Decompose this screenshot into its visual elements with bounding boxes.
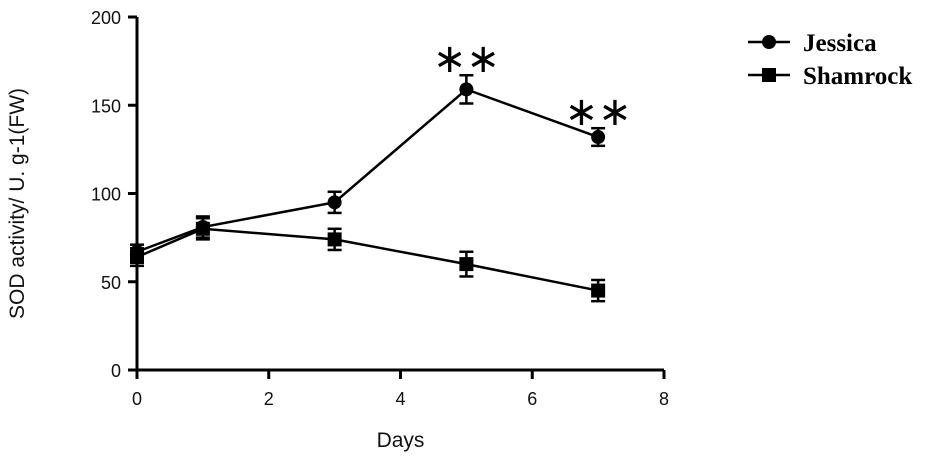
data-point-square [195, 221, 210, 236]
legend-label: Shamrock [803, 63, 912, 90]
axes [135, 17, 664, 372]
legend-label: Jessica [803, 30, 877, 57]
data-point-square [591, 283, 606, 298]
legend: Jessica Shamrock [748, 30, 912, 90]
data-point-square [327, 232, 342, 247]
significance-label: ∗∗ [565, 89, 632, 135]
legend-item-jessica: Jessica [748, 30, 877, 57]
y-tick-label: 100 [91, 185, 121, 205]
x-tick-label: 0 [132, 389, 142, 409]
series-shamrock [130, 216, 606, 303]
axis-ticks: 0 2 4 6 8 0 50 100 150 200 [91, 8, 669, 409]
x-tick-label: 2 [264, 389, 274, 409]
data-point-circle [327, 195, 342, 210]
legend-marker-square [762, 68, 776, 82]
y-tick-label: 0 [111, 361, 121, 381]
legend-item-shamrock: Shamrock [748, 63, 912, 90]
y-axis-label: SOD activity/ U. g-1(FW) [6, 88, 29, 319]
plot-area: ∗∗ ∗∗ [130, 36, 632, 303]
x-axis-label: Days [377, 429, 425, 452]
x-tick-label: 4 [395, 389, 405, 409]
data-point-square [459, 257, 474, 272]
y-tick-label: 200 [91, 8, 121, 28]
x-tick-label: 6 [527, 389, 537, 409]
data-point-square [130, 250, 144, 265]
x-tick-label: 8 [659, 389, 669, 409]
data-point-circle [591, 130, 606, 145]
y-tick-label: 50 [101, 273, 121, 293]
significance-label: ∗∗ [433, 36, 500, 82]
y-tick-label: 150 [91, 96, 121, 116]
data-point-circle [459, 82, 474, 97]
series-jessica: ∗∗ ∗∗ [130, 36, 632, 261]
legend-marker-circle [762, 35, 776, 49]
